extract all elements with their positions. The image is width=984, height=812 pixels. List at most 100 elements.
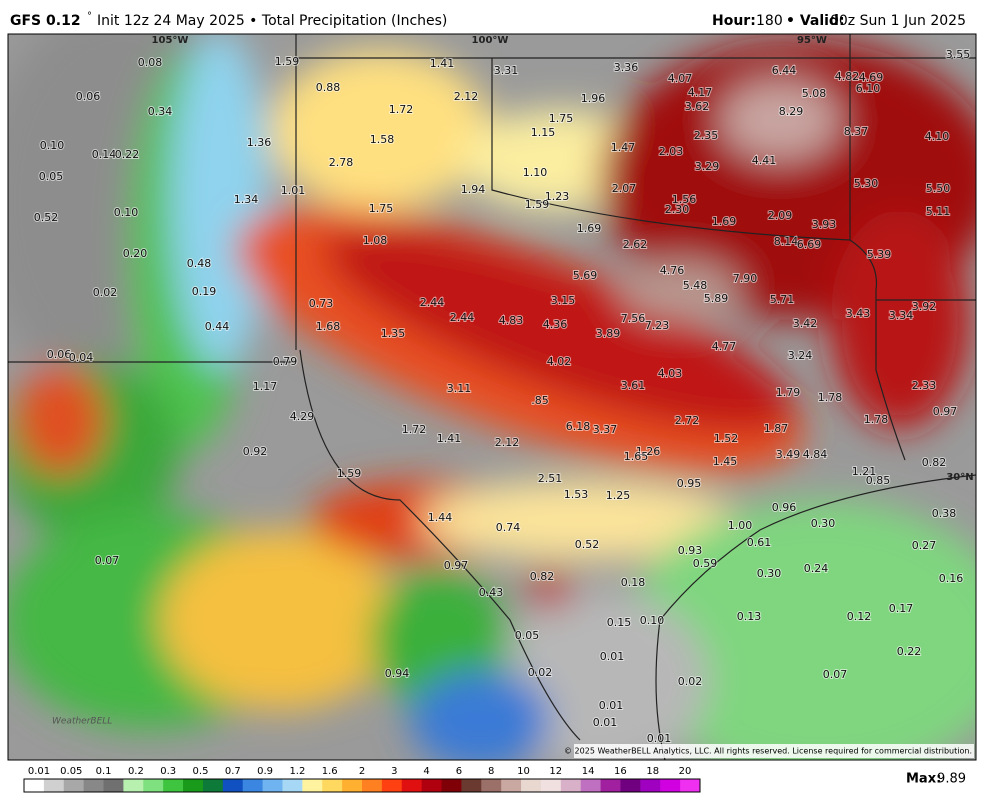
legend-swatch xyxy=(620,779,641,792)
precip-value: 2.33 xyxy=(912,379,937,392)
precip-value: 3.31 xyxy=(494,64,519,77)
precip-value: 4.76 xyxy=(660,264,685,277)
legend-tick-label: 10 xyxy=(517,766,530,777)
precip-value: 1.35 xyxy=(381,327,406,340)
precip-value: 7.23 xyxy=(645,319,670,332)
precip-value: 1.17 xyxy=(253,380,278,393)
precip-value: 0.10 xyxy=(640,614,665,627)
precip-value: 3.34 xyxy=(889,309,914,322)
logo: WeatherBELL xyxy=(52,717,112,727)
legend-swatch xyxy=(302,779,323,792)
legend-tick-label: 3 xyxy=(391,766,397,777)
precip-value: 3.15 xyxy=(551,294,576,307)
legend-swatch xyxy=(322,779,343,792)
precip-value: 5.69 xyxy=(573,269,598,282)
precip-value: 0.73 xyxy=(309,297,334,310)
legend-swatch xyxy=(660,779,681,792)
precip-value: 4.29 xyxy=(290,410,315,423)
legend-swatch xyxy=(600,779,621,792)
legend-swatch xyxy=(123,779,144,792)
legend-swatch xyxy=(441,779,462,792)
precip-value: 0.08 xyxy=(138,56,163,69)
precip-value: 3.42 xyxy=(793,317,818,330)
legend-swatch xyxy=(63,779,85,792)
legend-tick-label: 1.6 xyxy=(322,766,338,777)
precip-value: 5.50 xyxy=(926,182,951,195)
legend-swatch xyxy=(640,779,661,792)
legend-tick-label: 16 xyxy=(614,766,627,777)
precip-value: 6.69 xyxy=(797,238,822,251)
precip-value: 0.04 xyxy=(69,351,94,364)
grid-label: 105°W xyxy=(152,35,189,46)
legend-swatch xyxy=(143,779,164,792)
precip-value: 0.82 xyxy=(922,456,947,469)
precip-value: 1.26 xyxy=(636,445,661,458)
precip-value: 0.30 xyxy=(811,517,836,530)
precip-value: 0.43 xyxy=(479,586,504,599)
precip-value: 4.17 xyxy=(688,86,713,99)
valid-label: • Valid: xyxy=(786,13,845,29)
precip-value: 6.44 xyxy=(772,64,797,77)
precip-value: 1.59 xyxy=(525,198,550,211)
legend-tick-label: 4 xyxy=(423,766,429,777)
legend-tick-label: 8 xyxy=(488,766,494,777)
precip-value: 0.05 xyxy=(39,170,64,183)
precip-value: 1.01 xyxy=(281,184,306,197)
precip-value: 1.58 xyxy=(370,133,395,146)
precip-value: 0.16 xyxy=(939,572,964,585)
precip-value: 7.56 xyxy=(621,312,646,325)
precip-value: 0.79 xyxy=(273,355,298,368)
precip-value: 0.07 xyxy=(95,554,120,567)
precip-value: 1.79 xyxy=(776,386,801,399)
precip-value: 5.39 xyxy=(867,248,892,261)
precip-value: 1.59 xyxy=(275,55,300,68)
precip-value: 0.44 xyxy=(205,320,230,333)
legend-swatch xyxy=(381,779,403,792)
precip-value: 8.14 xyxy=(774,235,799,248)
legend-swatch xyxy=(540,779,562,792)
precip-value: 0.92 xyxy=(243,445,268,458)
precip-value: 3.93 xyxy=(812,218,837,231)
precip-value: 1.75 xyxy=(549,112,574,125)
precip-value: 0.01 xyxy=(593,716,618,729)
hour-label: Hour: xyxy=(712,13,756,29)
legend-swatch xyxy=(342,779,363,792)
legend-swatch xyxy=(242,779,264,792)
degree: ° xyxy=(87,11,92,22)
legend-tick-label: 0.1 xyxy=(96,766,112,777)
legend-tick-label: 0.3 xyxy=(160,766,176,777)
precip-value: 2.51 xyxy=(538,472,563,485)
precip-value: 3.11 xyxy=(447,382,472,395)
precip-value: 0.12 xyxy=(847,610,872,623)
precip-value: 0.48 xyxy=(187,257,212,270)
precip-value: 1.94 xyxy=(461,183,486,196)
precip-value: 0.34 xyxy=(148,105,173,118)
precip-value: 0.27 xyxy=(912,539,937,552)
precip-value: 0.22 xyxy=(897,645,922,658)
legend-tick-label: 18 xyxy=(646,766,659,777)
precip-value: 1.23 xyxy=(545,190,570,203)
precip-value: 0.10 xyxy=(40,139,65,152)
precip-value: 6.10 xyxy=(856,82,881,95)
precip-value: 2.12 xyxy=(495,436,520,449)
legend-swatch xyxy=(362,779,383,792)
map xyxy=(8,34,976,760)
precip-value: 1.72 xyxy=(402,423,427,436)
precip-value: 3.55 xyxy=(946,48,971,61)
precip-value: 5.48 xyxy=(683,279,708,292)
precip-value: 0.52 xyxy=(34,211,59,224)
precip-value: 0.94 xyxy=(385,667,410,680)
precip-value: 4.84 xyxy=(803,448,828,461)
precip-value: 1.69 xyxy=(577,222,602,235)
precip-value: 0.01 xyxy=(647,732,672,745)
legend-swatch xyxy=(461,779,482,792)
precip-value: 0.02 xyxy=(678,675,703,688)
legend-swatch xyxy=(401,779,423,792)
precip-value: 1.21 xyxy=(852,465,877,478)
legend-tick-label: 0.9 xyxy=(257,766,273,777)
precip-value: 0.38 xyxy=(932,507,957,520)
precip-value: 1.44 xyxy=(428,511,453,524)
precip-value: 1.78 xyxy=(818,391,843,404)
precip-value: 0.88 xyxy=(316,81,341,94)
